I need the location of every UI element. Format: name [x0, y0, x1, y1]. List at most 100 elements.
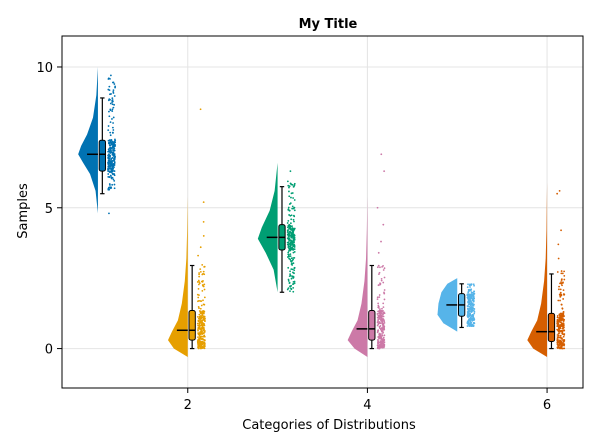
rain-point — [199, 108, 202, 111]
rain-point — [559, 288, 562, 291]
rain-point — [109, 74, 112, 77]
rain-point — [287, 255, 290, 257]
rain-point — [112, 178, 115, 181]
rain-point — [107, 156, 110, 158]
rain-point — [109, 160, 112, 163]
rain-point — [202, 279, 204, 282]
rain-point — [556, 316, 559, 319]
rain-point — [287, 266, 290, 269]
rain-point — [197, 338, 200, 341]
rain-point — [471, 294, 474, 296]
rain-point — [563, 293, 566, 296]
rain-point — [203, 324, 206, 327]
rain-point — [107, 163, 109, 165]
rain-point — [293, 245, 296, 248]
rain-point — [107, 165, 110, 168]
rain-point — [201, 342, 204, 345]
rain-point — [563, 318, 566, 321]
rain-point — [378, 271, 381, 274]
rain-point — [201, 311, 203, 314]
rain-point — [376, 206, 379, 209]
rain-point — [114, 86, 116, 89]
rain-point — [288, 203, 291, 205]
rain-point — [113, 163, 116, 166]
rain-point — [293, 269, 296, 272]
rain-point — [557, 332, 560, 335]
rain-point — [562, 314, 565, 317]
rain-point — [379, 313, 382, 316]
rain-point — [382, 336, 385, 339]
rain-point — [197, 345, 200, 348]
rain-point — [111, 183, 114, 186]
rain-point — [380, 279, 383, 282]
rain-point — [198, 313, 201, 316]
rain-point — [113, 180, 116, 182]
rain-point — [203, 296, 206, 299]
rain-point — [198, 273, 200, 276]
rain-point — [202, 303, 205, 306]
rain-point — [289, 253, 292, 256]
rain-point — [198, 345, 201, 348]
rain-point — [290, 234, 292, 237]
rain-point — [380, 318, 383, 321]
rain-point — [376, 312, 379, 315]
rain-point — [560, 281, 563, 283]
rain-point — [199, 270, 202, 273]
rain-point — [382, 317, 384, 320]
rain-point — [377, 318, 380, 321]
rain-point — [382, 306, 385, 309]
rain-point — [562, 311, 565, 314]
rain-point — [198, 335, 201, 337]
rain-point — [203, 310, 206, 313]
rain-point — [383, 319, 385, 322]
plot-frame — [61, 35, 584, 389]
rain-point — [376, 296, 379, 299]
rain-point — [108, 153, 110, 156]
rain-point — [292, 258, 294, 261]
rain-point — [468, 289, 471, 292]
rain-point — [558, 329, 561, 332]
rain-point — [562, 289, 565, 291]
rain-point — [107, 161, 109, 164]
rain-point — [109, 131, 112, 134]
rain-point — [107, 125, 110, 127]
rain-point — [470, 291, 473, 294]
rain-point — [290, 183, 293, 186]
rain-point — [288, 230, 291, 233]
rain-point — [376, 298, 379, 301]
rain-point — [558, 189, 561, 192]
rain-point — [107, 157, 110, 160]
rain-point — [288, 239, 291, 242]
rain-point — [381, 340, 384, 343]
rain-point — [467, 301, 470, 304]
rain-point — [289, 222, 292, 225]
rain-point — [291, 205, 294, 208]
rain-point — [288, 224, 291, 227]
category-2-cloud — [167, 108, 206, 358]
x-axis-label: Categories of Distributions — [242, 418, 416, 433]
rain-point — [287, 206, 290, 209]
rain-point — [379, 308, 381, 311]
rain-point — [203, 345, 206, 348]
rain-point — [381, 334, 384, 337]
rain-point — [291, 227, 294, 229]
rain-point — [111, 152, 114, 155]
rain-point — [291, 268, 294, 271]
rain-point — [200, 329, 203, 331]
rain-point — [377, 284, 380, 286]
rain-point — [381, 315, 383, 318]
rain-point — [202, 319, 204, 321]
rain-point — [289, 270, 291, 273]
rain-point — [381, 327, 383, 329]
y-tick-label: 5 — [45, 202, 53, 217]
rain-point — [197, 287, 200, 290]
rain-point — [113, 153, 116, 155]
rain-point — [199, 319, 201, 321]
rain-point — [200, 304, 203, 307]
rain-point — [289, 248, 292, 251]
rain-point — [110, 171, 112, 174]
rain-point — [113, 140, 116, 143]
rain-point — [203, 329, 206, 332]
rain-point — [470, 305, 473, 308]
rain-point — [559, 324, 562, 326]
